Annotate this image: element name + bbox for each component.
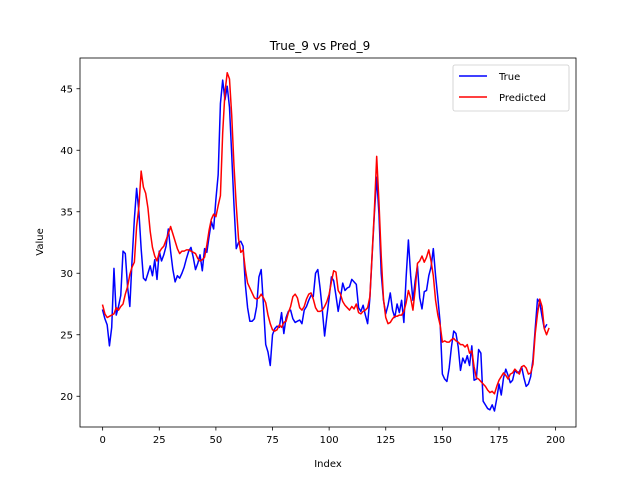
legend-label-true: True bbox=[498, 72, 520, 83]
x-axis-label: Index bbox=[314, 459, 342, 470]
x-tick-label: 175 bbox=[489, 435, 508, 446]
chart-title: True_9 vs Pred_9 bbox=[269, 39, 370, 53]
x-tick-label: 50 bbox=[210, 435, 223, 446]
y-axis: 20 25 30 35 40 45 bbox=[60, 84, 80, 403]
x-tick-label: 125 bbox=[376, 435, 395, 446]
x-tick-label: 75 bbox=[266, 435, 279, 446]
series-line-predicted bbox=[101, 72, 550, 395]
y-axis-label: Value bbox=[35, 228, 46, 255]
legend: True Predicted bbox=[452, 64, 570, 112]
legend-label-predicted: Predicted bbox=[499, 93, 546, 104]
x-tick-label: 200 bbox=[546, 435, 565, 446]
y-tick-label: 30 bbox=[60, 269, 73, 280]
x-tick-label: 0 bbox=[99, 435, 105, 446]
y-tick-label: 35 bbox=[60, 207, 73, 218]
y-tick-label: 40 bbox=[60, 146, 73, 157]
plot-area bbox=[79, 57, 577, 428]
x-tick-label: 25 bbox=[153, 435, 166, 446]
series-group bbox=[101, 72, 550, 412]
plot-background bbox=[80, 58, 576, 427]
x-tick-label: 100 bbox=[320, 435, 339, 446]
x-tick-label: 150 bbox=[433, 435, 452, 446]
x-axis: 0 25 50 75 100 125 150 175 200 bbox=[99, 427, 565, 446]
plot-border bbox=[79, 57, 577, 428]
y-tick-label: 45 bbox=[60, 84, 73, 95]
y-tick-label: 25 bbox=[60, 330, 73, 341]
y-tick-label: 20 bbox=[60, 392, 73, 403]
